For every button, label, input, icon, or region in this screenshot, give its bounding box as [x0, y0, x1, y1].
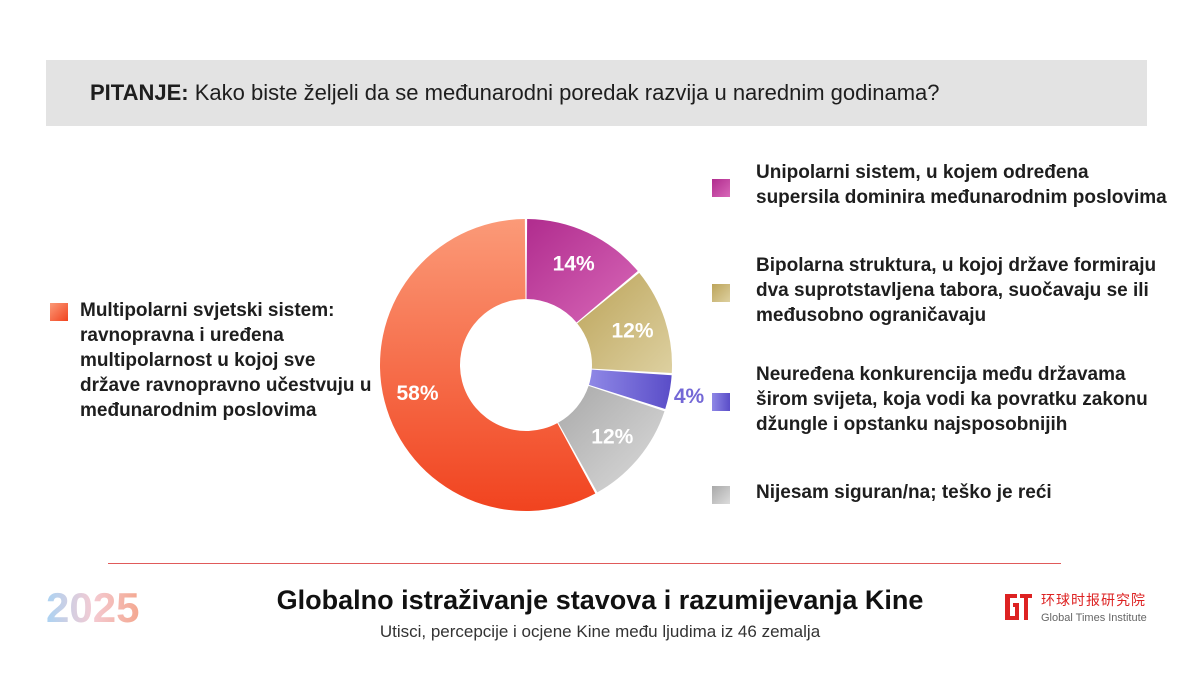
question-body: Kako biste željeli da se međunarodni por… [194, 80, 940, 105]
donut-chart: 14% 12% 4% 12% 58% [380, 219, 705, 511]
legend-item-multipolar: Multipolarni svjetski sistem: ravnopravn… [50, 298, 380, 423]
slice-disordered [588, 369, 672, 410]
legend-swatch [712, 393, 730, 411]
slice-unsure [558, 385, 665, 493]
slice-value-label: 12% [591, 425, 633, 448]
slice-value-label: 58% [397, 382, 439, 405]
divider [108, 563, 1061, 564]
legend-item-bipolar: Bipolarna struktura, u kojoj države form… [712, 253, 1172, 328]
legend-item-unsure: Nijesam siguran/na; teško je reći [712, 480, 1172, 505]
legend-swatch [712, 486, 730, 504]
footer-title: Globalno istraživanje stavova i razumije… [276, 585, 924, 615]
global-times-mark-icon [1005, 594, 1032, 620]
legend-item-disordered: Neuređena konkurencija među državama šir… [712, 362, 1172, 437]
legend-label: Bipolarna struktura, u kojoj države form… [756, 255, 1157, 326]
question-text: PITANJE: Kako biste željeli da se međuna… [90, 80, 940, 106]
slice-value-label: 12% [612, 319, 654, 342]
slice-unipolar [526, 219, 638, 323]
footer-subtitle: Utisci, percepcije i ocjene Kine među lj… [379, 622, 821, 641]
institute-name-en: Global Times Institute [1041, 612, 1147, 624]
legend-label: Nijesam siguran/na; teško je reći [756, 482, 1052, 503]
slice-bipolar [577, 272, 672, 374]
legend-swatch [712, 284, 730, 302]
year-text: 2025 [46, 586, 139, 630]
slice-multipolar [380, 219, 596, 511]
slice-value-label: 14% [553, 253, 595, 276]
slice-value-label: 4% [674, 385, 705, 408]
legend-label: Unipolarni sistem, u kojem određena supe… [756, 162, 1167, 208]
legend-swatch [50, 303, 68, 321]
year-logo: 2025 [46, 586, 139, 630]
institute-name-cn: 环球时报研究院 [1041, 593, 1146, 609]
global-times-logo: 环球时报研究院 Global Times Institute [1003, 590, 1147, 624]
legend-item-unipolar: Unipolarni sistem, u kojem određena supe… [712, 160, 1172, 210]
legend-label: Multipolarni svjetski sistem: ravnopravn… [80, 300, 372, 421]
legend-label: Neuređena konkurencija među državama šir… [756, 364, 1148, 435]
question-label: PITANJE: [90, 80, 189, 105]
legend-swatch [712, 178, 730, 197]
question-bar: PITANJE: Kako biste željeli da se međuna… [46, 60, 1147, 126]
